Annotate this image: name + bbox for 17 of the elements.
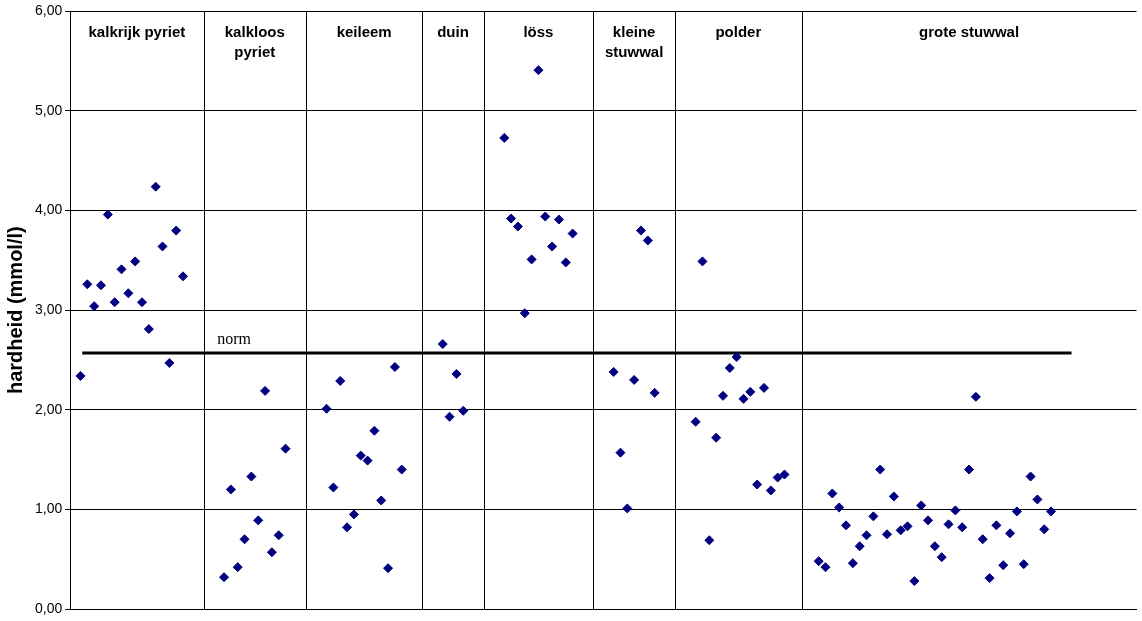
annotation: keileem bbox=[336, 23, 392, 41]
ref-line-label: norm bbox=[217, 330, 252, 348]
annotation: kalkrijk pyriet bbox=[88, 23, 186, 41]
annotation: kleine stuwwal bbox=[604, 23, 664, 61]
y-tick-label: 0,00 bbox=[35, 599, 63, 616]
annotation: grote stuwwal bbox=[919, 23, 1020, 41]
annotation: polder bbox=[715, 23, 762, 41]
y-tick-label: 4,00 bbox=[35, 201, 63, 218]
y-tick-label: 5,00 bbox=[35, 101, 63, 118]
y-tick-label: 3,00 bbox=[35, 301, 63, 318]
annotation: löss bbox=[523, 23, 554, 41]
y-tick-label: 1,00 bbox=[35, 500, 63, 517]
annotation: duin bbox=[437, 23, 469, 41]
y-tick-label: 2,00 bbox=[35, 400, 63, 417]
y-axis-title: hardheid (mmol/l) bbox=[3, 226, 26, 395]
y-tick-label: 6,00 bbox=[35, 2, 63, 19]
annotation: kalkloos pyriet bbox=[224, 23, 285, 61]
